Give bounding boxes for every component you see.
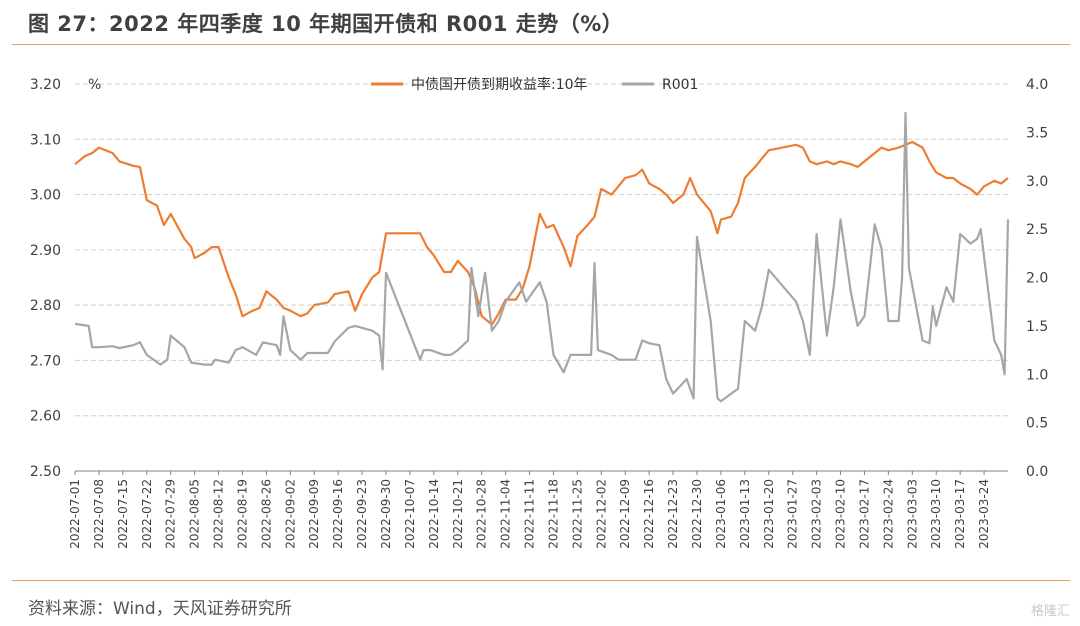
x-tick-label: 2022-11-18 — [546, 479, 560, 549]
y-left-tick-label: 2.90 — [30, 243, 61, 259]
x-tick-label: 2022-09-16 — [331, 479, 345, 549]
chart: 3.20 3.10 3.00 2.90 2.80 2.70 2.60 2.50 4.0 3.5 3.… — [30, 76, 1048, 549]
series-line-r001 — [74, 111, 1010, 403]
x-tick-label: 2022-08-12 — [212, 479, 226, 549]
y-left-tick-label: 2.70 — [30, 353, 61, 369]
x-tick-label: 2022-11-11 — [523, 479, 537, 549]
y-left-tick-label: 3.20 — [30, 77, 61, 93]
x-tick-label: 2022-11-04 — [499, 479, 513, 549]
legend-label: 中债国开债到期收益率:10年 — [411, 76, 588, 93]
x-tick-label: 2022-09-23 — [355, 479, 369, 549]
x-tick-label: 2023-01-27 — [786, 479, 800, 549]
x-tick-label: 2022-07-08 — [92, 479, 106, 549]
y-left-tick-label: 2.60 — [30, 409, 61, 425]
y-right-tick-label: 1.0 — [1026, 367, 1048, 383]
x-tick-label: 2023-03-24 — [977, 479, 991, 549]
source-note: 资料来源：Wind，天风证券研究所 — [28, 599, 292, 619]
x-tick-label: 2022-07-22 — [140, 479, 154, 549]
series-line-cdb-10y-yield — [74, 140, 1009, 326]
x-tick-label: 2022-09-30 — [379, 479, 393, 549]
x-tick-label: 2022-10-14 — [427, 479, 441, 549]
footer-divider — [12, 580, 1070, 581]
x-tick-label: 2023-01-13 — [738, 479, 752, 549]
x-tick-label: 2023-01-20 — [762, 479, 776, 549]
x-tick-label: 2022-12-16 — [642, 479, 656, 549]
page-title: 图 27：2022 年四季度 10 年期国开债和 R001 走势（%） — [28, 12, 624, 36]
x-tick-label: 2022-07-15 — [116, 479, 130, 549]
x-tick-label: 2022-12-09 — [618, 479, 632, 549]
x-tick-label: 2023-03-10 — [929, 479, 943, 549]
x-tick-label: 2023-02-17 — [857, 479, 871, 549]
x-tick-label: 2022-12-02 — [594, 479, 608, 549]
x-tick-label: 2022-09-09 — [307, 479, 321, 549]
x-tick-label: 2022-07-01 — [68, 479, 82, 549]
x-tick-label: 2022-08-05 — [188, 479, 202, 549]
x-tick-label: 2023-02-03 — [810, 479, 824, 549]
x-tick-label: 2023-02-24 — [881, 479, 895, 549]
y-right-tick-label: 3.0 — [1026, 174, 1048, 190]
y-right-tick-label: 0.0 — [1026, 464, 1048, 480]
x-tick-label: 2022-10-21 — [451, 479, 465, 549]
watermark: 格隆汇 — [1030, 604, 1070, 619]
y-left-tick-label: 2.80 — [30, 298, 61, 314]
y-right-tick-label: 4.0 — [1026, 77, 1048, 93]
y-right-tick-label: 0.5 — [1026, 416, 1048, 432]
y-left-tick-label: 2.50 — [30, 464, 61, 480]
legend-label: R001 — [662, 77, 698, 93]
y-right-tick-label: 2.0 — [1026, 271, 1048, 287]
y-right-tick-label: 1.5 — [1026, 319, 1048, 335]
x-tick-label: 2023-03-03 — [905, 479, 919, 549]
y-right-tick-label: 2.5 — [1026, 222, 1048, 238]
y-left-tick-label: 3.10 — [30, 132, 61, 148]
x-tick-label: 2022-10-28 — [475, 479, 489, 549]
x-tick-label: 2023-02-10 — [834, 479, 848, 549]
y-right-tick-label: 3.5 — [1026, 125, 1048, 141]
y-left-unit: % — [88, 77, 101, 93]
x-tick-label: 2022-12-30 — [690, 479, 704, 549]
header-divider — [12, 44, 1070, 45]
x-tick-label: 2022-10-07 — [403, 479, 417, 549]
x-tick-label: 2022-12-23 — [666, 479, 680, 549]
x-tick-label: 2022-07-29 — [164, 479, 178, 549]
y-left-tick-label: 3.00 — [30, 188, 61, 204]
x-tick-label: 2022-08-19 — [235, 479, 249, 549]
x-tick-label: 2023-03-17 — [953, 479, 967, 549]
x-tick-label: 2022-09-02 — [283, 479, 297, 549]
x-tick-label: 2023-01-06 — [714, 479, 728, 549]
x-tick-label: 2022-11-25 — [570, 479, 584, 549]
x-tick-label: 2022-08-26 — [259, 479, 273, 549]
